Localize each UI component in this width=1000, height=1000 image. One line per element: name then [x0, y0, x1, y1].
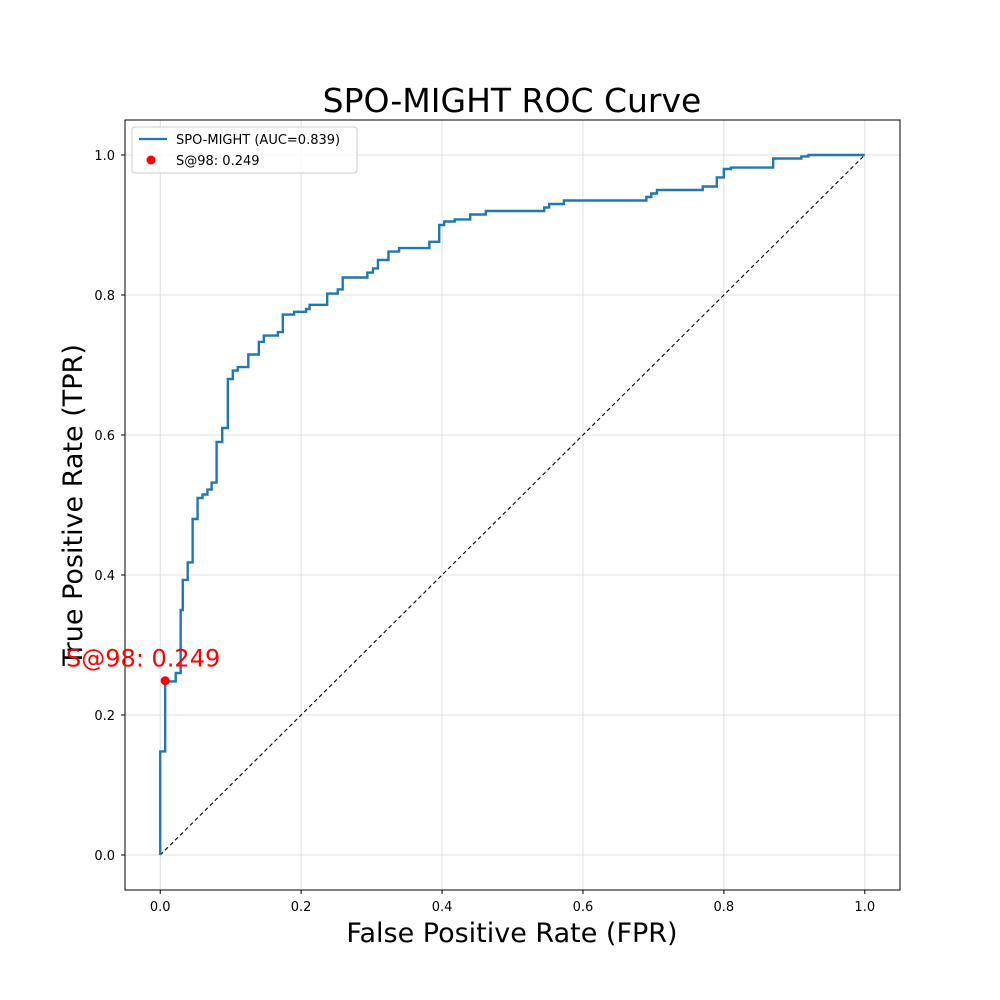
- series-layer: [159, 153, 865, 855]
- y-tick-label: 0.0: [94, 849, 115, 864]
- y-tick-label: 1.0: [94, 149, 115, 164]
- x-tick-label: 0.6: [573, 900, 594, 915]
- s98-point: [160, 676, 170, 686]
- x-tick-label: 0.8: [714, 900, 735, 915]
- legend: SPO-MIGHT (AUC=0.839) S@98: 0.249: [131, 126, 358, 174]
- y-tick-label: 0.2: [94, 709, 115, 724]
- y-tick-label: 0.8: [94, 289, 115, 304]
- legend-point-marker: [146, 155, 156, 165]
- x-tick-label: 1.0: [854, 900, 875, 915]
- x-tick-label: 0.4: [432, 900, 453, 915]
- x-tick-label: 0.2: [291, 900, 312, 915]
- legend-entry-roc: SPO-MIGHT (AUC=0.839): [176, 133, 340, 148]
- chart-title: SPO-MIGHT ROC Curve: [323, 81, 702, 120]
- x-tick-label: 0.0: [150, 900, 171, 915]
- diagonal-line: [159, 154, 866, 856]
- diagonal-reference: [159, 154, 866, 856]
- roc-curve-line: [159, 153, 865, 855]
- annotation-label: S@98: 0.249: [66, 645, 220, 673]
- y-tick-label: 0.4: [94, 569, 115, 584]
- y-axis-label: True Positive Rate (TPR): [58, 344, 89, 667]
- plot-frame: [124, 119, 901, 891]
- legend-entry-point: S@98: 0.249: [176, 154, 260, 169]
- ticks: 0.0 0.2 0.4 0.6 0.8 1.0 0.0 0.2 0.4 0.6 0.8 1.0: [94, 149, 875, 915]
- x-axis-label: False Positive Rate (FPR): [346, 918, 677, 949]
- grid: [125, 120, 900, 890]
- legend-box: [131, 126, 358, 174]
- y-tick-label: 0.6: [94, 429, 115, 444]
